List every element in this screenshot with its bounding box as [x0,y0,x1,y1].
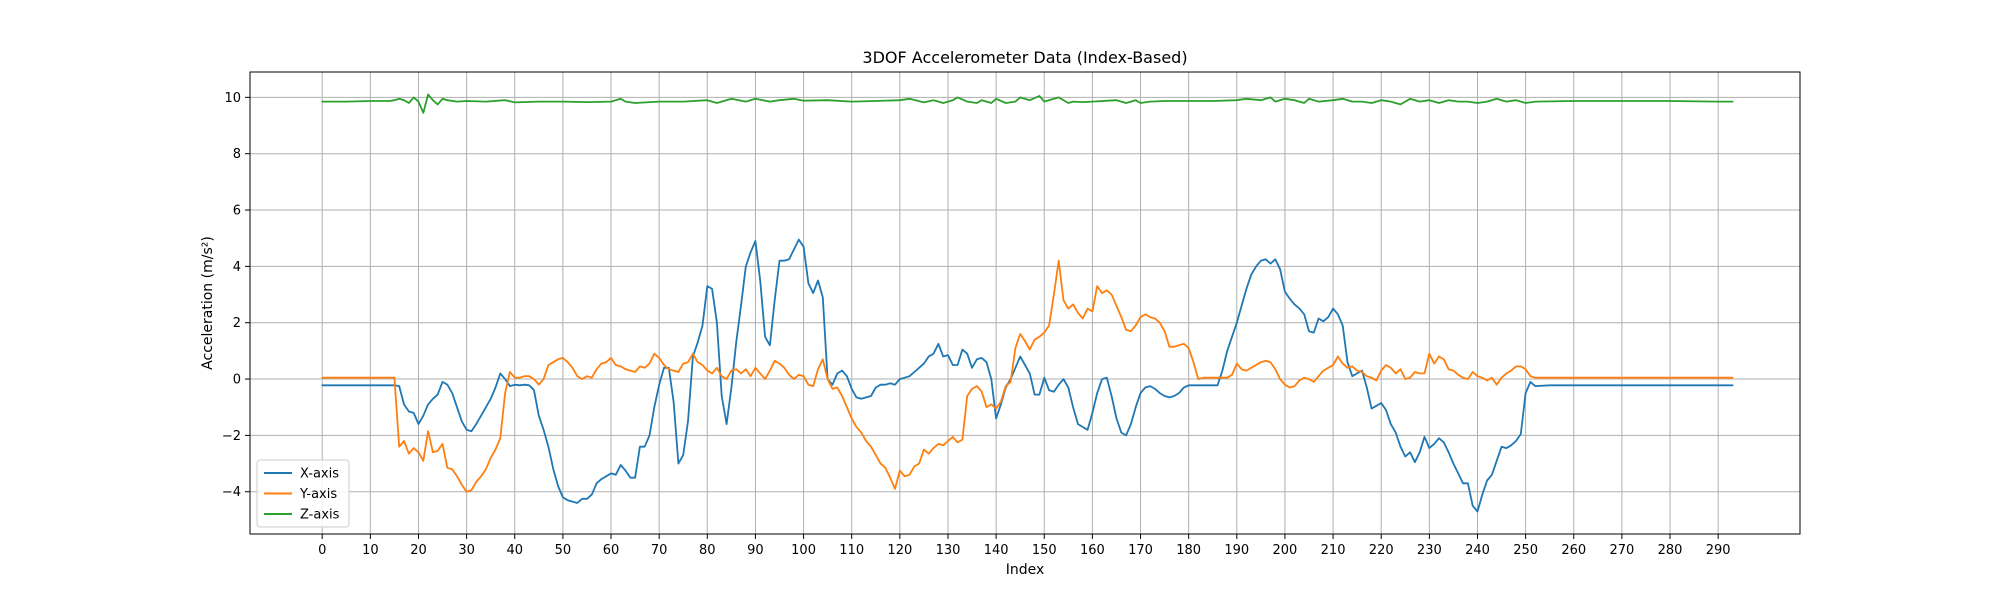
x-tick-label: 210 [1321,543,1346,558]
y-tick-label: 0 [233,373,241,388]
series-line-y-axis [321,259,1734,493]
legend-box [256,459,350,528]
y-tick-label: −4 [222,485,241,500]
legend-label-x-axis: X-axis [300,467,339,482]
series-line-z-axis [321,93,1734,114]
x-tick-label: 230 [1417,543,1442,558]
x-tick-label: 80 [699,543,716,558]
y-tick-label: 8 [233,147,241,162]
legend-label-z-axis: Z-axis [300,508,340,523]
x-tick-label: 40 [506,543,523,558]
x-tick-label: 180 [1176,543,1201,558]
x-tick-label: 270 [1609,543,1634,558]
x-tick-label: 120 [887,543,912,558]
legend: X-axis Y-axis Z-axis [256,459,350,528]
x-tick-label: 170 [1128,543,1153,558]
x-tick-label: 200 [1273,543,1298,558]
plot-area-frame [249,71,1801,535]
y-tick-label: 6 [233,204,241,219]
x-tick-label: 110 [839,543,864,558]
x-tick-label: 150 [1032,543,1057,558]
y-axis-label: Acceleration (m/s²) [200,236,216,370]
x-tick-label: 240 [1465,543,1490,558]
x-tick-label: 280 [1658,543,1683,558]
x-tick-label: 190 [1224,543,1249,558]
y-tick-label: −2 [222,429,241,444]
x-tick-label: 50 [555,543,572,558]
chart-title: 3DOF Accelerometer Data (Index-Based) [862,48,1187,67]
x-tick-label: 220 [1369,543,1394,558]
x-tick-label: 30 [458,543,475,558]
x-tick-label: 140 [984,543,1009,558]
x-tick-label: 260 [1561,543,1586,558]
x-tick-label: 90 [747,543,764,558]
series-line-x-axis [321,238,1734,513]
y-tick-label: 2 [233,316,241,331]
x-tick-label: 290 [1706,543,1731,558]
x-tick-label: 60 [603,543,620,558]
x-axis-ticks: 0 10 20 30 40 50 60 70 80 90 100 110 120 130 140 150 160… [318,534,1731,558]
x-tick-label: 10 [362,543,379,558]
x-tick-label: 100 [791,543,816,558]
y-axis-ticks: −4 −2 0 2 4 6 8 10 [222,91,250,500]
x-tick-label: 160 [1080,543,1105,558]
grid-lines [250,72,1800,534]
y-tick-label: 10 [224,91,241,106]
x-tick-label: 0 [318,543,326,558]
legend-label-y-axis: Y-axis [299,487,337,502]
series-lines [321,93,1734,513]
x-tick-label: 20 [410,543,427,558]
x-tick-label: 250 [1513,543,1538,558]
x-tick-label: 70 [651,543,668,558]
y-tick-label: 4 [233,260,241,275]
x-tick-label: 130 [936,543,961,558]
x-axis-label: Index [1006,562,1045,578]
